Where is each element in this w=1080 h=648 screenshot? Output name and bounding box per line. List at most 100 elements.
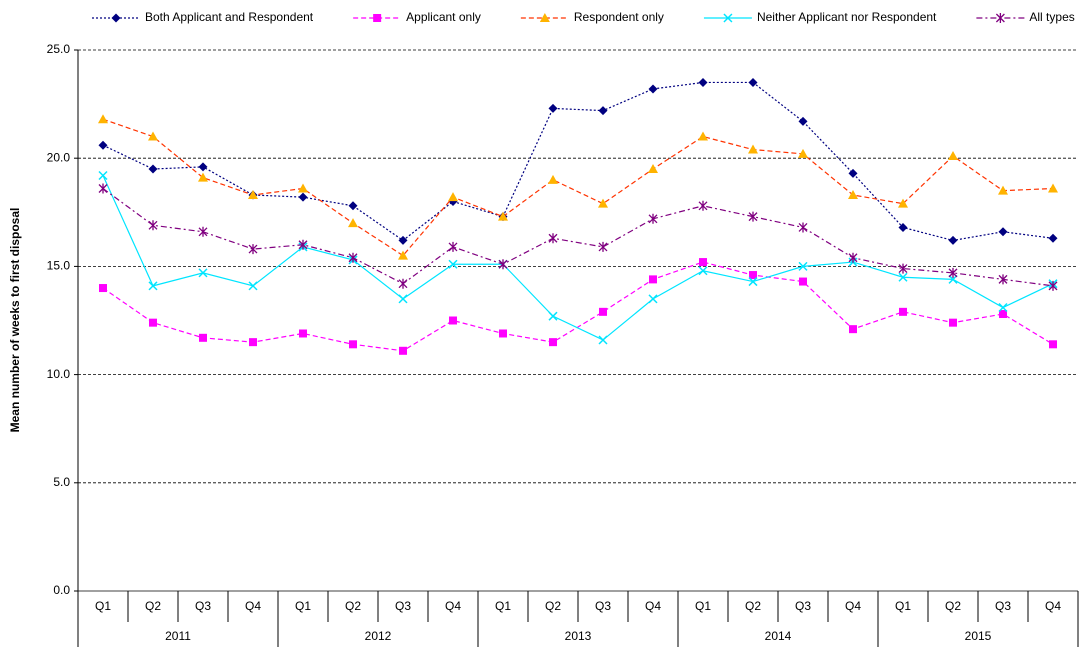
marker [248, 244, 258, 255]
marker [448, 192, 458, 202]
marker [448, 241, 458, 252]
marker [998, 185, 1008, 195]
y-tick-label: 15.0 [47, 259, 71, 273]
marker [648, 164, 658, 174]
marker [348, 252, 358, 263]
x-tick-label: Q2 [745, 599, 761, 613]
group-label: 2012 [365, 629, 392, 643]
marker [948, 267, 958, 278]
marker [798, 261, 808, 271]
marker [98, 170, 108, 181]
legend-item: Applicant only [353, 10, 481, 24]
marker [798, 148, 808, 158]
marker [449, 316, 457, 325]
marker [198, 162, 208, 172]
marker [498, 211, 508, 221]
y-tick-label: 25.0 [47, 42, 71, 56]
legend-label: Respondent only [574, 10, 664, 24]
marker [748, 77, 758, 87]
series-line [102, 81, 1054, 242]
x-tick-label: Q4 [645, 599, 661, 613]
marker [723, 13, 733, 23]
marker [548, 174, 558, 184]
marker [799, 277, 807, 286]
x-tick-label: Q3 [195, 599, 211, 613]
marker [298, 192, 308, 202]
marker [298, 183, 308, 193]
marker [398, 250, 408, 260]
marker [498, 259, 508, 270]
x-tick-label: Q2 [345, 599, 361, 613]
marker [798, 116, 808, 126]
marker [98, 140, 108, 150]
marker [149, 318, 157, 327]
x-tick-label: Q2 [145, 599, 161, 613]
x-tick-label: Q1 [295, 599, 311, 613]
marker [698, 200, 708, 211]
marker [948, 235, 958, 245]
marker [995, 13, 1005, 23]
x-tick-label: Q1 [695, 599, 711, 613]
marker [148, 281, 158, 291]
legend-label: Both Applicant and Respondent [145, 10, 314, 24]
marker [198, 226, 208, 237]
marker [949, 318, 957, 327]
marker [373, 14, 382, 22]
x-tick-label: Q1 [895, 599, 911, 613]
marker [548, 103, 558, 113]
x-tick-label: Q3 [795, 599, 811, 613]
marker [98, 114, 108, 124]
x-tick-label: Q2 [945, 599, 961, 613]
marker [398, 294, 408, 304]
marker [699, 258, 707, 267]
marker [348, 201, 358, 211]
x-tick-label: Q1 [95, 599, 111, 613]
x-tick-label: Q4 [1045, 599, 1061, 613]
marker [648, 213, 658, 224]
legend-label: Neither Applicant nor Respondent [757, 10, 937, 24]
marker [648, 294, 658, 304]
marker [698, 266, 708, 276]
marker [599, 307, 607, 316]
marker [398, 278, 408, 289]
y-tick-label: 0.0 [53, 583, 70, 597]
marker [548, 233, 558, 244]
marker [111, 13, 121, 23]
series-line [102, 261, 1054, 352]
marker [998, 274, 1008, 285]
series-line [102, 175, 1054, 341]
marker [348, 218, 358, 228]
y-axis-title: Mean number of weeks to first disposal [8, 208, 22, 433]
group-label: 2013 [565, 629, 592, 643]
marker [748, 144, 758, 154]
legend-item: Neither Applicant nor Respondent [703, 10, 937, 24]
legend-item: All types [976, 10, 1075, 24]
marker [248, 281, 258, 291]
marker [948, 151, 958, 161]
marker [998, 227, 1008, 237]
marker [748, 277, 758, 287]
legend-label: Applicant only [406, 10, 481, 24]
marker [1049, 340, 1057, 349]
x-tick-label: Q1 [495, 599, 511, 613]
marker [1048, 280, 1058, 291]
marker [198, 268, 208, 278]
x-tick-label: Q3 [595, 599, 611, 613]
marker [499, 329, 507, 338]
marker [198, 172, 208, 182]
marker [298, 239, 308, 250]
marker [98, 183, 108, 194]
marker [749, 271, 757, 280]
x-tick-label: Q2 [545, 599, 561, 613]
marker [399, 346, 407, 355]
marker [798, 222, 808, 233]
marker [199, 333, 207, 342]
marker [598, 335, 608, 345]
y-tick-label: 20.0 [47, 150, 71, 164]
marker [898, 263, 908, 274]
marker [849, 325, 857, 334]
y-tick-label: 5.0 [53, 475, 70, 489]
marker [848, 189, 858, 199]
marker [899, 307, 907, 316]
